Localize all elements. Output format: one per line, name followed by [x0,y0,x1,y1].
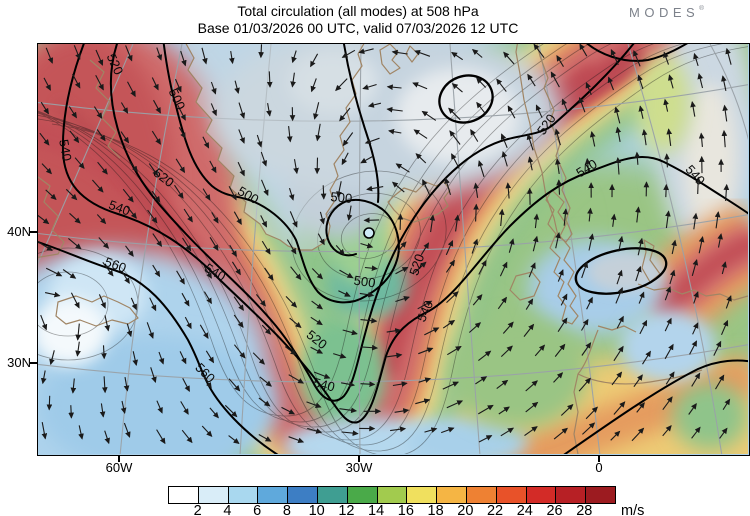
colorbar-tick-label: 6 [253,503,262,516]
colorbar-tick-label: 4 [223,503,232,516]
contour-500-north [342,44,380,203]
colorbar-tick-label: 16 [397,503,414,516]
colorbar-tick-label: 8 [282,503,291,516]
x-axis-tick [358,456,360,462]
vortex-center [363,227,375,239]
newfoundland-coast [55,295,139,327]
contour-label: 500 [353,273,377,291]
contour-560-east [563,359,748,454]
title-line-1: Total circulation (all modes) at 508 hPa [237,3,479,19]
colorbar-cell [437,487,467,503]
contour-540 [61,44,748,424]
colorbar-cell [288,487,318,503]
wind-arrows [38,44,732,445]
colorbar-cell [377,487,408,503]
labrador-coast [38,176,65,258]
greenland-coast [185,44,365,251]
france-iberia-coast [573,325,703,454]
contour-label: 540 [107,197,133,219]
contour-label: 540 [312,375,337,395]
colorbar-cell [407,487,438,503]
y-axis-label: 30N [7,355,31,370]
contour-560 [38,240,279,454]
x-axis-label: 0 [595,460,603,475]
y-axis-tick [30,362,37,364]
colorbar-tick-label: 18 [427,503,444,516]
colorbar-cell [198,487,229,503]
colorbar-tick-label: 10 [308,503,325,516]
modes-logo: MODES® [629,5,704,20]
closed-contour-north [438,74,494,124]
registered-mark: ® [699,5,704,12]
colorbar-tick-label: 20 [457,503,474,516]
contour-label: 540 [56,138,75,162]
contour-500-topright [586,44,688,62]
x-axis-tick [118,456,120,462]
contour-label: 560 [103,254,129,276]
ireland-coast [509,271,541,301]
graticule [38,44,748,454]
x-axis-tick [598,456,600,462]
colorbar-tick-label: 12 [338,503,355,516]
colorbar-cell [496,487,527,503]
x-axis-label: 30W [345,460,373,475]
colorbar-cell [228,487,259,503]
y-axis-label: 40N [7,224,31,239]
colorbar-cell [466,487,497,503]
height-contours [38,44,748,454]
colorbar-cell [317,487,348,503]
title-line-2: Base 01/03/2026 00 UTC, valid 07/03/2026… [197,20,519,36]
colorbar-cell [169,487,199,503]
colorbar-cell [258,487,289,503]
chart-title: Total circulation (all modes) at 508 hPa… [0,3,716,37]
colorbar-cell [556,487,587,503]
modes-logo-text: MODES [629,5,700,20]
contour-label: 500 [330,189,353,206]
contour-520 [109,44,635,402]
colorbar-cell [586,487,615,503]
closed-contour-uk [574,247,668,295]
colorbar-tick-label: 26 [546,503,563,516]
colorbar-tick-label: 14 [368,503,385,516]
colorbar-tick-label: 28 [576,503,593,516]
colorbar-tick-label: 22 [486,503,504,516]
x-axis-label: 60W [105,460,133,475]
baffin-coast [89,59,121,159]
norway-coast [515,44,573,243]
colorbar-tick-label: 2 [193,503,202,516]
contour-500 [162,44,400,304]
colorbar-unit: m/s [621,503,645,516]
colorbar [168,486,616,504]
y-axis-tick [30,231,37,233]
colorbar-tick-label: 24 [516,503,533,516]
map-plot-area: 520 500 540 520 540 500 560 540 500 500 520 540 560 5… [37,43,750,456]
contour-label: 520 [406,252,427,277]
colorbar-cell [347,487,378,503]
colorbar-cell [526,487,557,503]
